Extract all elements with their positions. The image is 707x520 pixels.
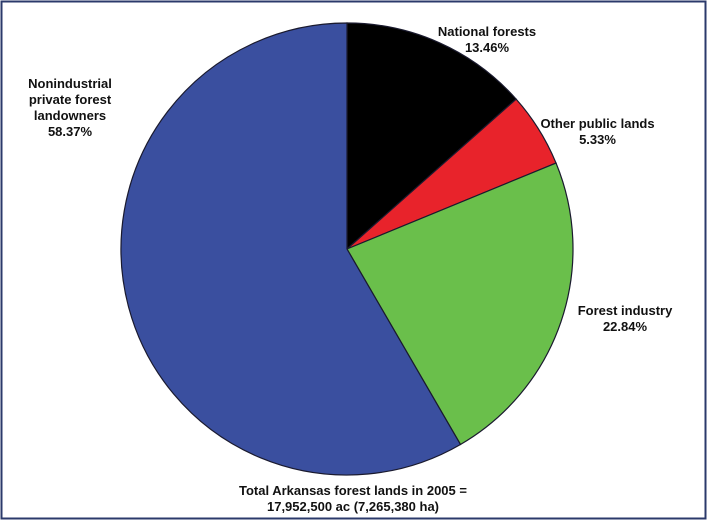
caption: Total Arkansas forest lands in 2005 = 17…: [203, 483, 503, 515]
category-label: Nonindustrial private forest landowners: [28, 76, 112, 123]
pie-slice: [346, 22, 517, 251]
value-label: 22.84%: [602, 319, 648, 334]
pie-slice: [346, 162, 574, 446]
value-label: 58.37%: [47, 124, 93, 139]
caption-line: Total Arkansas forest lands in 2005 =: [239, 483, 467, 498]
caption-line: 17,952,500 ac (7,265,380 ha): [266, 499, 440, 514]
category-label: Other public lands: [540, 116, 655, 131]
slice-label: Forest industry 22.84%: [555, 303, 695, 335]
value-label: 13.46%: [464, 40, 510, 55]
category-label: National forests: [437, 24, 537, 39]
value-label: 5.33%: [579, 132, 616, 147]
slice-label: Nonindustrial private forest landowners 5…: [10, 76, 130, 140]
slice-label: Other public lands 5.33%: [525, 116, 670, 148]
category-label: Forest industry: [577, 303, 673, 318]
slice-label: National forests 13.46%: [407, 24, 567, 56]
pie-slice: [120, 22, 462, 476]
